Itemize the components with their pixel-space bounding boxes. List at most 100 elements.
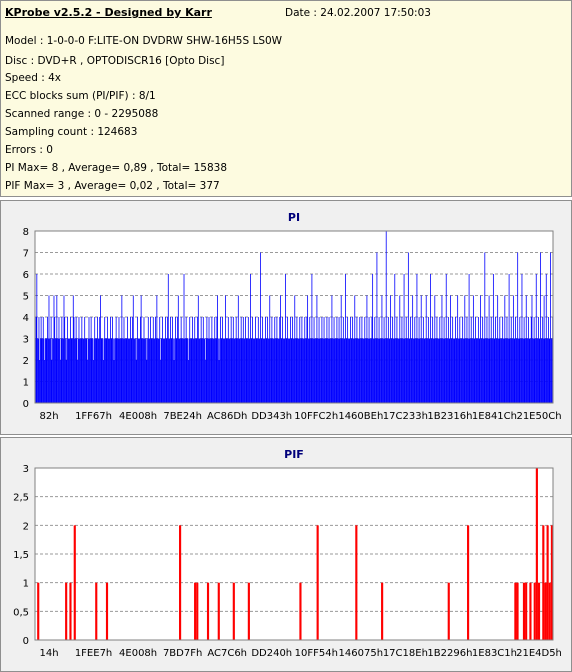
pi-bar bbox=[404, 338, 406, 403]
pi-bar bbox=[295, 338, 297, 403]
pi-bar bbox=[125, 338, 126, 403]
pi-bar bbox=[547, 338, 549, 403]
pi-bar bbox=[82, 338, 84, 403]
pi-bar bbox=[307, 338, 309, 403]
pi-bar bbox=[509, 338, 511, 403]
pi-bar bbox=[242, 317, 244, 403]
pi-bar bbox=[321, 317, 323, 403]
pi-bar bbox=[335, 338, 336, 403]
pi-bar bbox=[117, 338, 118, 403]
pi-bar bbox=[170, 338, 172, 403]
pi-bar bbox=[505, 338, 506, 403]
pi-bar bbox=[215, 338, 216, 403]
pi-bar bbox=[342, 317, 344, 403]
pi-bar bbox=[46, 338, 48, 403]
pif-y-tick-label: 3 bbox=[23, 464, 29, 475]
pif-bar bbox=[299, 582, 302, 640]
pi-bar bbox=[221, 338, 223, 403]
pi-bar bbox=[214, 317, 216, 403]
pi-bar bbox=[412, 338, 414, 403]
pi-bar bbox=[155, 317, 156, 403]
pif-bar bbox=[381, 582, 384, 640]
pi-bar bbox=[403, 274, 405, 403]
pi-bar bbox=[530, 317, 532, 403]
pi-bar bbox=[515, 338, 517, 403]
pi-bar bbox=[350, 317, 351, 403]
pi-bar bbox=[488, 295, 490, 403]
pi-bar bbox=[458, 338, 460, 403]
pi-bar bbox=[85, 338, 87, 403]
pi-bar bbox=[289, 338, 291, 403]
pi-bar bbox=[200, 317, 202, 403]
pi-bar bbox=[268, 338, 270, 403]
pi-bar bbox=[353, 338, 355, 403]
pi-bar bbox=[323, 317, 325, 403]
pi-bar bbox=[207, 338, 209, 403]
pi-bar bbox=[417, 338, 419, 403]
pif-chart: PIF 0 0,5 1 1,5 2 2,5 3 14h 1FEE7h 4E008h 7BD7Fh AC7… bbox=[13, 448, 562, 659]
pi-bar bbox=[472, 295, 474, 403]
pi-bar bbox=[372, 274, 374, 403]
pi-bar bbox=[529, 338, 531, 403]
pi-bar bbox=[344, 338, 346, 403]
pi-bar bbox=[96, 338, 98, 403]
pi-bar bbox=[105, 338, 106, 403]
pi-bar bbox=[455, 317, 456, 403]
pi-bar bbox=[180, 338, 181, 403]
pi-bar bbox=[296, 317, 298, 403]
pi-bar bbox=[255, 338, 257, 403]
pi-bar bbox=[325, 338, 326, 403]
pi-bar bbox=[479, 338, 481, 403]
pi-bar bbox=[245, 338, 247, 403]
pi-bar bbox=[386, 338, 388, 403]
pi-bar bbox=[178, 338, 180, 403]
pi-bar bbox=[459, 317, 461, 403]
pi-bar bbox=[431, 338, 433, 403]
pi-bar bbox=[240, 317, 242, 403]
pi-bar bbox=[387, 338, 389, 403]
pi-bar bbox=[252, 317, 253, 403]
pif-x-tick-label: 1E83C1h bbox=[472, 648, 517, 659]
pi-bar bbox=[465, 338, 466, 403]
pi-bar bbox=[43, 338, 45, 403]
pi-bar bbox=[543, 338, 544, 403]
pi-bar bbox=[485, 338, 486, 403]
pif-bar bbox=[217, 582, 220, 640]
pi-bar bbox=[80, 338, 82, 403]
pi-bar bbox=[230, 338, 231, 403]
pi-bar bbox=[474, 338, 476, 403]
pi-bar bbox=[203, 338, 205, 403]
pi-bar bbox=[66, 338, 68, 403]
pi-bar bbox=[193, 338, 195, 403]
pi-bar bbox=[50, 338, 51, 403]
pi-bar bbox=[415, 338, 416, 403]
ecc-line: ECC blocks sum (PI/PIF) : 8/1 bbox=[5, 90, 156, 102]
pi-bar bbox=[551, 338, 553, 403]
pi-bar bbox=[440, 338, 441, 403]
pi-bar bbox=[384, 338, 386, 403]
pi-bar bbox=[342, 338, 344, 403]
pif-bar bbox=[542, 525, 545, 640]
pi-bar bbox=[252, 338, 254, 403]
pi-bar bbox=[466, 317, 468, 403]
pi-bar bbox=[179, 338, 181, 403]
pi-bar bbox=[272, 338, 274, 403]
pi-bar bbox=[436, 317, 438, 403]
pi-bar bbox=[261, 338, 263, 403]
pi-bar bbox=[423, 338, 425, 403]
pif-bar bbox=[37, 582, 40, 640]
pi-bar bbox=[412, 295, 414, 403]
pi-bar bbox=[397, 338, 399, 403]
pi-bar bbox=[235, 317, 237, 403]
pif-y-tick-label: 2 bbox=[23, 521, 29, 532]
pi-bar bbox=[523, 317, 525, 403]
pi-bar bbox=[283, 338, 285, 403]
pif-bar bbox=[232, 582, 235, 640]
pi-bar bbox=[346, 338, 348, 403]
pi-bar bbox=[320, 338, 321, 403]
pi-bar bbox=[199, 338, 201, 403]
pif-bar bbox=[65, 582, 68, 640]
pi-bar bbox=[535, 338, 536, 403]
pi-bar bbox=[491, 338, 493, 403]
app-title: KProbe v2.5.2 - Designed by Karr bbox=[5, 6, 212, 19]
